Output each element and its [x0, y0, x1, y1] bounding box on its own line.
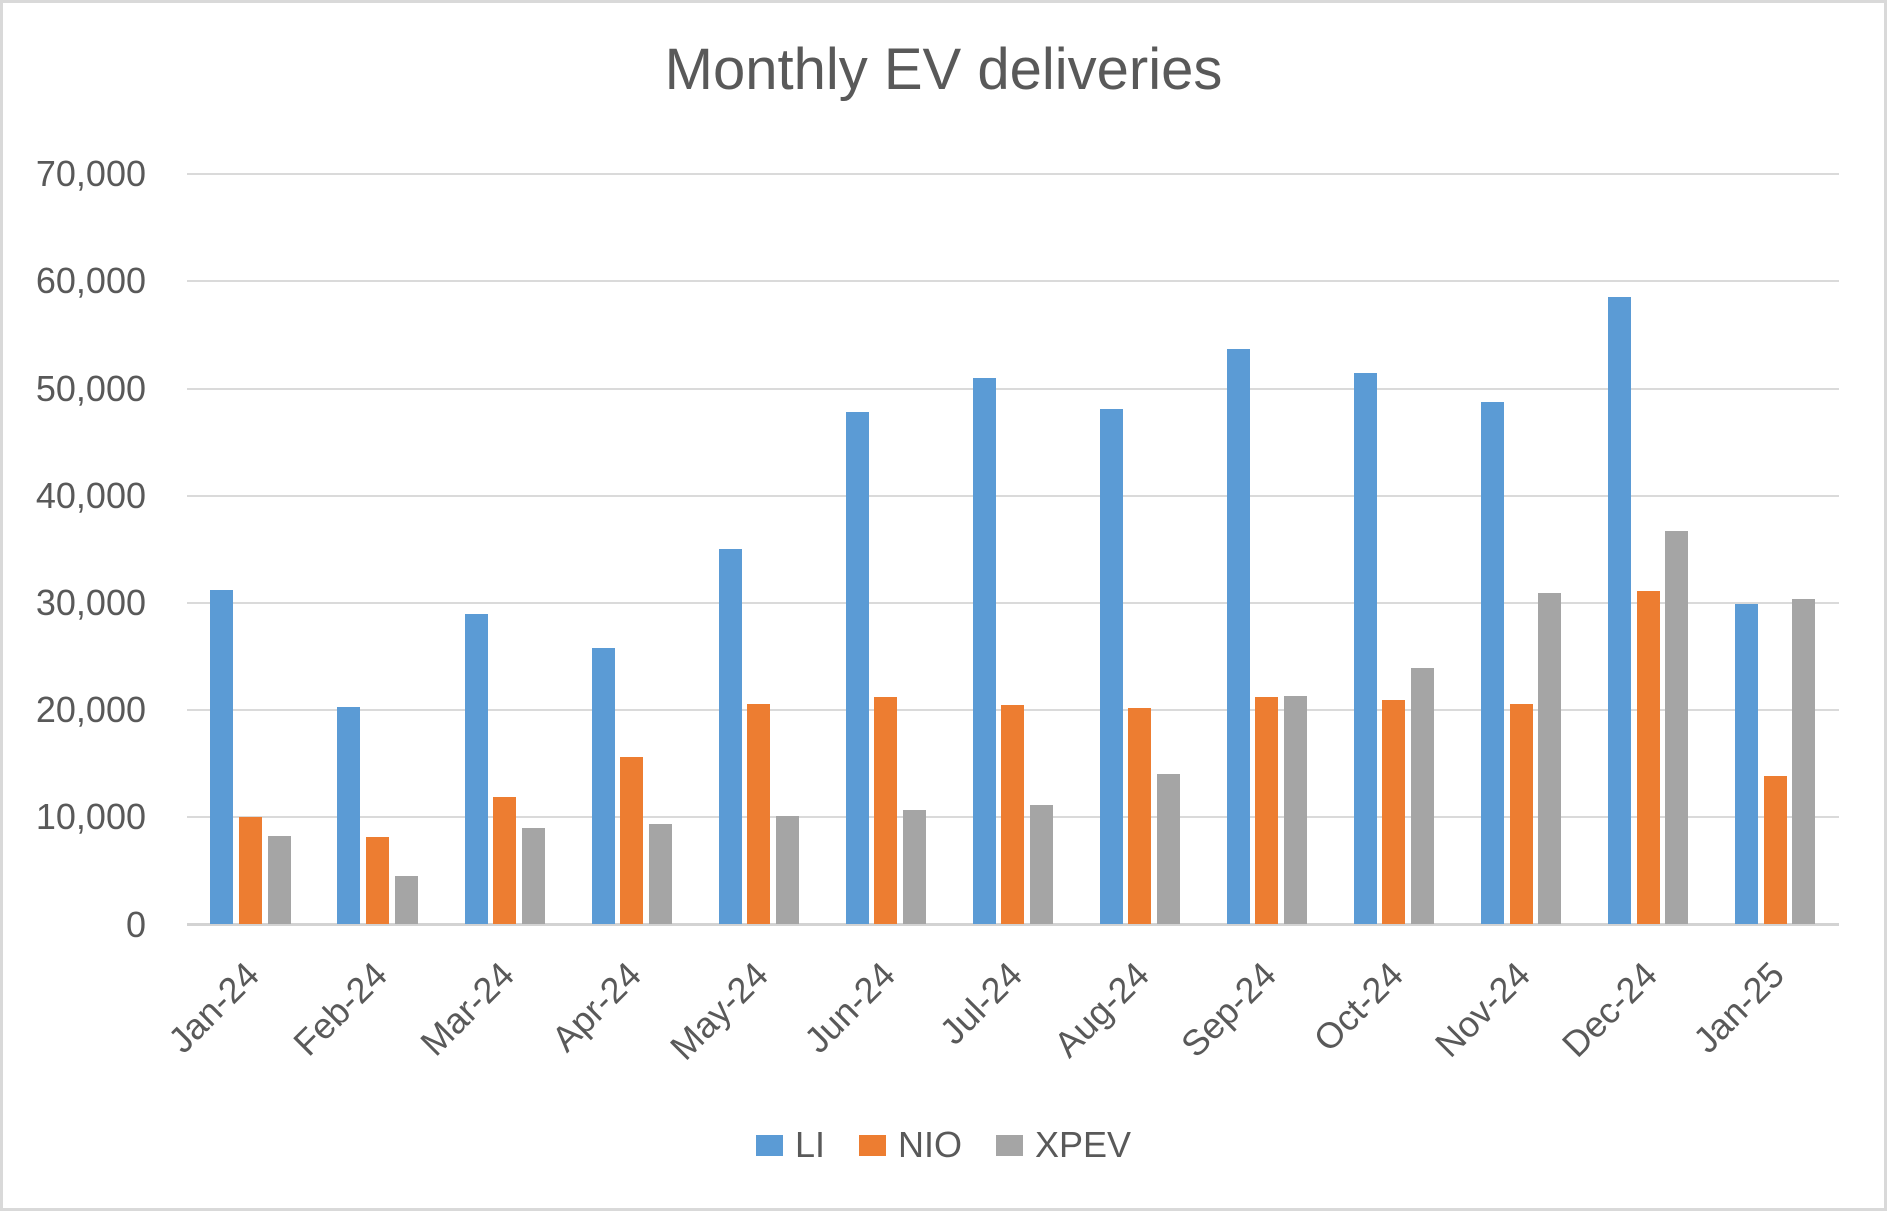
bar-li-nov-24	[1480, 402, 1504, 925]
bar-xpev-sep-24	[1284, 695, 1308, 925]
bar-nio-mar-24	[493, 797, 517, 925]
bar-nio-feb-24	[366, 837, 390, 925]
x-axis-tick-label: Jan-24	[160, 953, 268, 1061]
x-axis-tick-label: Mar-24	[411, 953, 522, 1064]
legend-label-li: LI	[794, 1124, 825, 1165]
bar-nio-oct-24	[1382, 699, 1406, 925]
bar-li-jul-24	[972, 377, 996, 925]
gridline-70,000	[187, 173, 1839, 176]
y-axis-tick-label: 60,000	[35, 260, 146, 302]
bar-xpev-feb-24	[394, 875, 418, 925]
y-axis-tick-label: 40,000	[35, 474, 146, 516]
bar-xpev-mar-24	[521, 827, 545, 925]
legend-item-li: LI	[755, 1124, 825, 1166]
bar-xpev-jan-24	[267, 836, 291, 925]
y-axis-tick-label: 70,000	[35, 153, 146, 195]
bar-nio-jan-25	[1763, 775, 1787, 925]
bar-xpev-jul-24	[1029, 805, 1053, 925]
legend-swatch-nio	[858, 1134, 886, 1156]
x-axis-tick-label: Jul-24	[931, 953, 1030, 1053]
x-axis-tick-label: Jan-25	[1685, 953, 1792, 1061]
legend-label-xpev: XPEV	[1035, 1124, 1132, 1165]
y-axis-tick-label: 0	[125, 903, 146, 945]
bar-xpev-may-24	[775, 815, 799, 925]
x-axis-tick-label: Feb-24	[284, 953, 395, 1064]
y-axis-tick-label: 50,000	[35, 367, 146, 409]
bar-xpev-oct-24	[1411, 668, 1435, 925]
bar-li-jun-24	[845, 412, 869, 925]
x-axis-tick-label: May-24	[661, 953, 776, 1068]
gridline-60,000	[187, 280, 1839, 283]
bar-li-dec-24	[1607, 297, 1631, 925]
y-axis-tick-label: 20,000	[35, 689, 146, 731]
x-axis-tick-label: Apr-24	[543, 953, 649, 1060]
bar-li-sep-24	[1226, 348, 1250, 925]
legend-swatch-xpev	[996, 1134, 1023, 1156]
bar-li-jan-25	[1735, 603, 1759, 925]
bar-li-jan-24	[210, 590, 234, 925]
bar-nio-aug-24	[1128, 708, 1152, 925]
chart-title: Monthly EV deliveries	[664, 37, 1223, 102]
x-axis-tick-label: Oct-24	[1305, 953, 1411, 1060]
y-axis-tick-label: 30,000	[35, 581, 146, 623]
bar-li-mar-24	[464, 613, 488, 925]
x-axis-tick-label: Aug-24	[1045, 953, 1157, 1065]
gridline-50,000	[187, 387, 1839, 390]
legend: LI NIO XPEV	[3, 1124, 1884, 1166]
bar-xpev-aug-24	[1156, 774, 1180, 925]
x-axis-tick-label: Dec-24	[1553, 953, 1665, 1065]
bar-xpev-apr-24	[648, 823, 672, 925]
legend-item-nio: NIO	[858, 1124, 962, 1166]
bar-nio-jan-24	[239, 816, 263, 925]
bar-li-apr-24	[591, 648, 615, 925]
legend-label-nio: NIO	[897, 1124, 962, 1165]
gridline-30,000	[187, 601, 1839, 604]
legend-item-xpev: XPEV	[996, 1124, 1131, 1166]
bar-xpev-nov-24	[1538, 593, 1562, 925]
bar-li-feb-24	[337, 707, 361, 925]
x-axis-tick-label: Jun-24	[795, 953, 903, 1061]
bar-nio-nov-24	[1509, 703, 1533, 925]
bar-nio-dec-24	[1636, 590, 1660, 925]
bar-nio-jul-24	[1001, 704, 1025, 925]
bar-nio-jun-24	[874, 697, 898, 925]
gridline-40,000	[187, 494, 1839, 497]
bar-nio-apr-24	[620, 757, 644, 925]
legend-swatch-li	[755, 1134, 783, 1156]
bar-li-aug-24	[1099, 408, 1123, 925]
bar-xpev-dec-24	[1665, 531, 1689, 925]
x-axis-tick-label: Nov-24	[1426, 953, 1538, 1065]
y-axis-tick-label: 10,000	[35, 796, 146, 838]
x-axis-line	[187, 923, 1839, 926]
bar-xpev-jan-25	[1792, 599, 1816, 925]
bar-xpev-jun-24	[902, 810, 926, 925]
bar-nio-sep-24	[1255, 697, 1279, 925]
bar-li-oct-24	[1353, 373, 1377, 925]
bar-li-may-24	[718, 549, 742, 925]
x-axis-tick-label: Sep-24	[1172, 953, 1284, 1065]
bar-nio-may-24	[747, 704, 771, 925]
